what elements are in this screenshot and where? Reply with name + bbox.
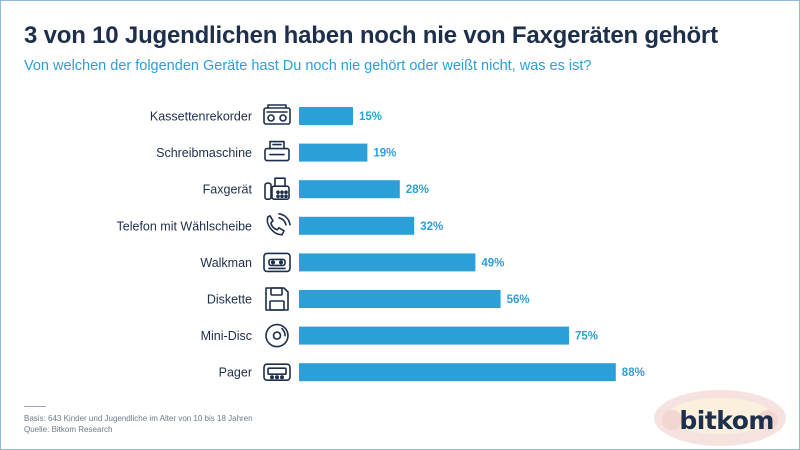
typewriter-icon [264, 140, 290, 162]
value-label: 32% [420, 221, 443, 233]
pager-icon [263, 363, 291, 382]
bar-row: Mini-Disc 75% [201, 323, 598, 348]
bar-row: Pager 88% [219, 363, 645, 382]
category-label: Pager [219, 366, 252, 380]
bar [299, 107, 353, 125]
footnote-source: Quelle: Bitkom Research [24, 425, 113, 434]
floppy-disk-icon [265, 287, 289, 311]
bar-row: Diskette 56% [207, 287, 530, 311]
value-label: 19% [373, 148, 396, 160]
value-label: 75% [575, 331, 598, 343]
value-label: 56% [507, 294, 530, 306]
category-label: Diskette [207, 293, 252, 307]
bar-row: Faxgerät 28% [203, 177, 429, 200]
value-label: 49% [481, 257, 504, 269]
category-label: Telefon mit Wählscheibe [117, 219, 253, 233]
gamer-watermark-logo [654, 390, 786, 446]
category-label: Faxgerät [203, 183, 253, 197]
bar [299, 253, 476, 272]
bar-row: Kassettenrekorder 15% [150, 104, 382, 125]
category-label: Mini-Disc [201, 329, 252, 343]
footnote-divider [24, 406, 46, 407]
cassette-recorder-icon [263, 104, 291, 125]
fax-icon [264, 177, 290, 200]
bar [299, 290, 501, 308]
bar [299, 363, 616, 382]
value-label: 28% [406, 184, 429, 196]
bar [299, 143, 368, 162]
bar [299, 216, 415, 235]
bar-row: Walkman 49% [200, 252, 504, 273]
bar [299, 180, 400, 199]
walkman-icon [263, 252, 291, 273]
chart-subtitle: Von welchen der folgenden Geräte hast Du… [24, 58, 592, 74]
bar [299, 326, 569, 345]
rotary-phone-icon [266, 213, 291, 236]
value-label: 88% [622, 367, 645, 379]
value-label: 15% [359, 111, 382, 123]
category-label: Walkman [200, 256, 252, 270]
chart-title: 3 von 10 Jugendlichen haben noch nie von… [24, 22, 718, 49]
footnote-basis: Basis: 643 Kinder und Jugendliche im Alt… [24, 414, 253, 423]
bar-row: Telefon mit Wählscheibe 32% [117, 213, 443, 236]
category-label: Schreibmaschine [156, 146, 252, 160]
bar-row: Schreibmaschine 19% [156, 140, 396, 162]
mini-disc-icon [265, 323, 289, 348]
bitkom-logo: bitkom [679, 406, 774, 435]
category-label: Kassettenrekorder [150, 110, 252, 124]
